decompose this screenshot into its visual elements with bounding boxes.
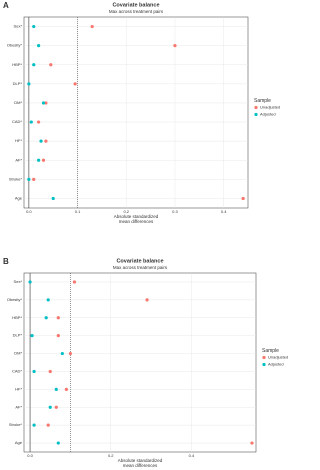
y-tick-label: AF*	[15, 404, 22, 409]
y-tick-label: Sex*	[14, 279, 23, 284]
x-tick-label: 0.4	[189, 453, 195, 458]
data-point	[54, 405, 58, 409]
y-tick-label: DM*	[14, 351, 22, 356]
x-axis-title: Absolute standardized	[114, 214, 159, 219]
data-point	[73, 82, 77, 86]
data-point	[49, 63, 53, 67]
x-axis-title: mean differences	[119, 219, 154, 224]
y-tick-label: Age	[15, 440, 23, 445]
data-point	[28, 280, 32, 284]
data-point	[60, 351, 64, 356]
data-point	[27, 82, 31, 86]
data-point	[90, 24, 94, 29]
data-point	[56, 441, 60, 445]
x-tick-label: 0.3	[172, 209, 178, 214]
data-point	[32, 24, 36, 29]
data-point	[173, 44, 177, 48]
legend-title: Sample	[254, 98, 271, 104]
data-point	[145, 298, 149, 302]
data-point	[27, 177, 31, 181]
y-tick-label: HF*	[15, 386, 22, 391]
chart-title: Covariate balance	[112, 2, 159, 8]
y-tick-label: HBP*	[12, 62, 22, 67]
chart-title: Covariate balance	[116, 258, 163, 264]
x-axis-title: Absolute standardized	[118, 458, 163, 463]
x-tick-label: 0.2	[123, 209, 129, 214]
data-point	[37, 158, 41, 162]
plot-panel	[23, 16, 249, 209]
y-tick-label: HBP*	[12, 315, 22, 320]
legend-title: Sample	[262, 348, 279, 354]
data-point	[44, 101, 48, 105]
legend-marker	[262, 355, 266, 360]
y-tick-label: CAD*	[12, 119, 22, 124]
legend-label: Adjusted	[260, 112, 276, 117]
data-point	[51, 196, 55, 201]
y-tick-label: CAD*	[12, 369, 22, 374]
y-tick-label: Age	[15, 196, 23, 201]
legend-label: Unadjusted	[260, 105, 280, 110]
panel-label: B	[3, 257, 9, 266]
data-point	[32, 63, 36, 67]
data-point	[48, 405, 52, 409]
data-point	[250, 441, 254, 445]
y-tick-label: Sex*	[14, 24, 23, 29]
data-point	[68, 351, 72, 356]
data-point	[41, 101, 46, 105]
data-point	[56, 334, 60, 338]
data-point	[48, 369, 52, 374]
y-tick-label: AF*	[15, 157, 22, 162]
legend-marker	[254, 105, 258, 110]
legend-label: Adjusted	[268, 362, 284, 367]
y-tick-label: Obesity*	[7, 43, 23, 48]
y-tick-label: Stroke*	[9, 422, 23, 427]
data-point	[39, 139, 43, 143]
x-tick-label: 0.1	[75, 209, 81, 214]
data-point	[32, 177, 36, 181]
data-point	[54, 387, 58, 391]
data-point	[46, 423, 50, 427]
data-point	[44, 139, 48, 143]
plot-panel	[23, 272, 257, 453]
x-axis-title: mean differences	[123, 463, 158, 468]
legend-marker	[254, 112, 258, 117]
data-point	[32, 369, 36, 374]
y-tick-label: HF*	[15, 138, 22, 143]
panel-label: A	[3, 1, 9, 10]
chart-subtitle: Max across treatment pairs	[113, 265, 168, 270]
legend-label: Unadjusted	[268, 355, 288, 360]
y-tick-label: DLP*	[13, 333, 23, 338]
data-point	[46, 298, 50, 302]
data-point	[41, 158, 46, 162]
legend-marker	[262, 362, 266, 367]
data-point	[37, 44, 41, 48]
x-tick-label: 0.2	[108, 453, 114, 458]
x-tick-label: 0.0	[27, 453, 33, 458]
data-point	[241, 196, 245, 201]
y-tick-label: DM*	[14, 100, 22, 105]
y-tick-label: Obesity*	[7, 297, 23, 302]
data-point	[44, 316, 48, 320]
chart-subtitle: Max across treatment pairs	[109, 9, 164, 14]
data-point	[37, 120, 41, 124]
data-point	[72, 280, 77, 284]
data-point	[32, 423, 36, 427]
y-tick-label: DLP*	[13, 81, 23, 86]
x-tick-label: 0.0	[26, 209, 32, 214]
data-point	[56, 316, 60, 320]
y-tick-label: Stroke*	[9, 176, 23, 181]
x-tick-label: 0.4	[221, 209, 227, 214]
data-point	[64, 387, 68, 391]
data-point	[29, 120, 33, 124]
data-point	[30, 334, 34, 338]
